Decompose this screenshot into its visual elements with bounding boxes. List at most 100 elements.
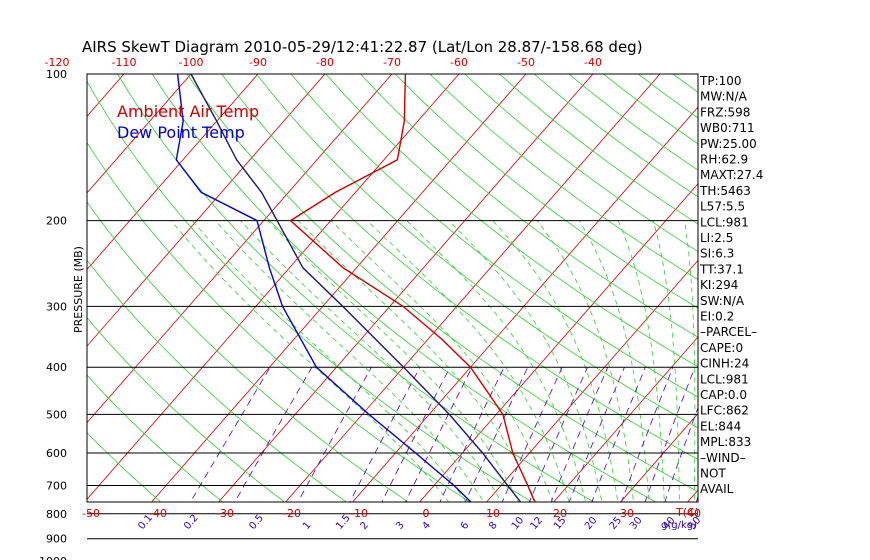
isotherm-line (151, 74, 527, 502)
index-entry: CAP:0.0 (700, 388, 747, 402)
moist-adiabat-line (536, 220, 634, 502)
moist-adiabat-line (267, 220, 519, 502)
index-entry: CINH:24 (700, 357, 749, 371)
moist-adiabat-line (170, 220, 450, 502)
isotherm-line (285, 74, 661, 502)
dry-adiabat-line (846, 74, 870, 560)
moist-adiabat-line (406, 220, 587, 502)
dry-adiabat-line (256, 74, 698, 429)
moist-adiabat-line (215, 220, 485, 502)
moist-adiabat-line (191, 220, 467, 502)
mixing-ratio-unit-label: g(g/kg) (661, 520, 697, 531)
profiles (175, 74, 536, 502)
index-entry: SI:6.3 (700, 247, 734, 261)
series-parcel-line (190, 74, 522, 502)
index-entry: TT:37.1 (699, 262, 744, 276)
temp-tick-label-bottom: 20 (553, 507, 567, 520)
dry-adiabat-line (151, 74, 657, 502)
isotherm-line (218, 74, 594, 502)
isotherm-line (87, 74, 460, 500)
dry-adiabat-line (777, 74, 870, 560)
index-entry: LFC:862 (700, 404, 749, 418)
index-entry: MPL:833 (700, 435, 751, 449)
mixing-ratio-line (190, 366, 271, 502)
mixing-ratio-line (234, 367, 313, 502)
temp-tick-label-top: -40 (584, 56, 602, 69)
pressure-tick-label: 800 (46, 508, 67, 521)
index-entry: KI:294 (700, 278, 738, 292)
index-entry: PW:25.00 (700, 137, 757, 151)
moist-adiabat-line (240, 220, 502, 502)
isotherm-line (87, 74, 326, 347)
isotherm-line (87, 74, 393, 424)
moist-adiabat-line (578, 220, 650, 502)
mixing-ratio-line (349, 367, 421, 502)
mixing-ratio-tick-label: 8 (487, 520, 500, 532)
index-entry: LI:2.5 (700, 231, 733, 245)
index-entry: LCL:981 (700, 372, 749, 386)
mixing-ratio-line (464, 367, 529, 502)
mixing-ratio-tick-label: 1 (301, 520, 314, 532)
mixing-ratio-line (644, 367, 696, 502)
isotherm-line (352, 106, 698, 502)
pressure-tick-label: 100 (46, 68, 67, 81)
isotherm-line (553, 336, 698, 502)
temp-tick-label-top: -50 (517, 56, 535, 69)
isotherm-line (620, 412, 698, 502)
isotherm-line (761, 74, 870, 560)
mixing-ratio-tick-label: 2 (359, 520, 372, 532)
index-entry: EI:0.2 (700, 310, 734, 324)
temp-tick-label-top: -60 (450, 56, 468, 69)
mixing-ratio-tick-label: 4 (420, 520, 433, 532)
isotherm-line (87, 74, 192, 194)
index-entry: –PARCEL– (700, 325, 757, 339)
dry-adiabat-line (117, 74, 595, 502)
grid-lines (87, 74, 870, 560)
dry-adiabat-line (429, 74, 698, 281)
index-entry: –WIND– (700, 451, 746, 465)
dry-adiabat-line (87, 432, 162, 502)
mixing-ratio-line (297, 367, 372, 502)
temp-tick-label-bottom: 10 (486, 507, 500, 520)
temp-tick-label-bottom: 0 (422, 507, 429, 520)
mixing-ratio-tick-label: 0.5 (247, 513, 266, 532)
temp-tick-label-top: -100 (178, 56, 203, 69)
series-ambient-air-temp-line (289, 74, 536, 502)
dry-adiabat-line (812, 74, 870, 560)
index-entry: FRZ:598 (700, 105, 750, 119)
pressure-tick-label: 500 (46, 408, 67, 421)
mixing-ratio-tick-label: 20 (583, 515, 600, 532)
plot-frame (86, 73, 699, 503)
isobars (87, 220, 698, 540)
dry-adiabat-line (186, 74, 698, 493)
index-entry: LCL:981 (700, 215, 749, 229)
dry-adiabat-line (87, 259, 348, 502)
dry-adiabat-line (464, 74, 698, 253)
dry-adiabat-line (742, 74, 870, 560)
tick-labels: 0.1 0.2 0.5 1 1.5 2 3 4 6 8 10 12 15 20 25 30 40 50100200… (39, 56, 703, 560)
x-axis-unit-label: T(C) (675, 506, 699, 519)
mixing-ratio-line (664, 406, 698, 502)
dry-adiabat-line (325, 74, 698, 368)
dry-adiabat-line (290, 74, 698, 398)
dry-adiabat-line (499, 74, 698, 225)
moist-adiabat-line (492, 220, 619, 502)
chart-title: AIRS SkewT Diagram 2010-05-29/12:41:22.8… (82, 38, 643, 56)
index-entry: RH:62.9 (700, 153, 748, 167)
index-entry: SW:N/A (700, 294, 745, 308)
mixing-ratio-line (529, 367, 588, 502)
index-entry: WB0:711 (700, 121, 755, 135)
legend-dew-point-temp: Dew Point Temp (117, 123, 245, 142)
index-entry: EL:844 (700, 419, 741, 433)
series-dew-point-temp-line (175, 74, 472, 502)
index-entry: TH:5463 (699, 184, 751, 198)
index-entry: MW:N/A (700, 90, 748, 104)
y-axis-label: PRESSURE (MB) (72, 246, 85, 333)
temp-tick-label-top: -90 (249, 56, 267, 69)
temp-tick-label-bottom: -40 (149, 507, 167, 520)
index-entry: L57:5.5 (700, 200, 745, 214)
dry-adiabat-line (87, 374, 224, 502)
mixing-ratio-line (550, 367, 609, 502)
